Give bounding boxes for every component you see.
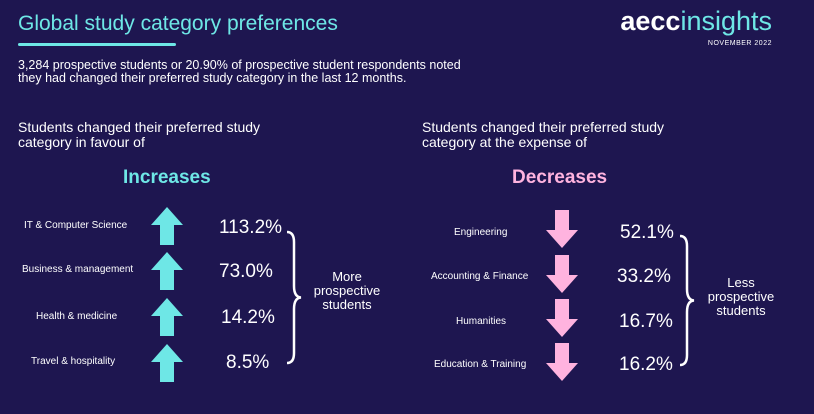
decreases-heading-line-1: Students changed their preferred study bbox=[422, 119, 665, 135]
logo-date: NOVEMBER 2022 bbox=[707, 40, 772, 47]
up-arrow-icon bbox=[151, 298, 183, 336]
decreases-label: Decreases bbox=[512, 167, 608, 188]
up-arrow-icon bbox=[151, 252, 183, 290]
right-brace-icon bbox=[679, 234, 695, 367]
decrease-category-3: Humanities bbox=[456, 316, 507, 327]
logo-brand: aecc bbox=[620, 6, 681, 36]
decreases-note-line-1: Less bbox=[727, 275, 755, 290]
down-arrow-icon bbox=[546, 255, 578, 293]
increases-note-line-3: students bbox=[322, 297, 372, 312]
intro-line-1: 3,284 prospective students or 20.90% of … bbox=[18, 58, 461, 72]
down-arrow-icon bbox=[546, 210, 578, 248]
increase-category-2: Business & management bbox=[22, 264, 134, 275]
increases-heading: Students changed their preferred study c… bbox=[18, 120, 338, 150]
increase-category-3: Health & medicine bbox=[36, 311, 118, 322]
increases-label: Increases bbox=[123, 167, 211, 188]
increases-note-line-1: More bbox=[332, 269, 362, 284]
down-arrow-icon bbox=[546, 299, 578, 337]
increases-note-line-2: prospective bbox=[313, 283, 381, 298]
decreases-heading: Students changed their preferred study c… bbox=[422, 120, 742, 150]
intro-line-2: they had changed their preferred study c… bbox=[18, 71, 407, 85]
decrease-value-3: 16.7% bbox=[619, 311, 673, 332]
decrease-value-4: 16.2% bbox=[619, 354, 673, 375]
decrease-category-2: Accounting & Finance bbox=[431, 271, 529, 282]
increase-value-3: 14.2% bbox=[221, 307, 275, 328]
up-arrow-icon bbox=[151, 344, 183, 382]
increases-heading-line-2: category in favour of bbox=[18, 134, 145, 150]
increase-value-2: 73.0% bbox=[219, 261, 273, 282]
increases-heading-line-1: Students changed their preferred study bbox=[18, 119, 261, 135]
increases-note: More prospective students bbox=[300, 270, 394, 312]
up-arrow-icon bbox=[151, 207, 183, 245]
decreases-heading-line-2: category at the expense of bbox=[422, 134, 587, 150]
increase-category-1: IT & Computer Science bbox=[24, 220, 128, 231]
decreases-note-line-2: prospective bbox=[707, 289, 775, 304]
decreases-note-line-3: students bbox=[716, 303, 766, 318]
decreases-note: Less prospective students bbox=[694, 276, 788, 318]
right-brace-icon bbox=[286, 230, 302, 365]
logo: aeccinsights bbox=[620, 6, 772, 37]
decrease-value-1: 52.1% bbox=[620, 222, 674, 243]
increase-category-4: Travel & hospitality bbox=[31, 356, 116, 367]
intro-text: 3,284 prospective students or 20.90% of … bbox=[18, 59, 558, 85]
decrease-value-2: 33.2% bbox=[617, 266, 671, 287]
logo-product: insights bbox=[680, 6, 772, 36]
down-arrow-icon bbox=[546, 343, 578, 381]
title-underline bbox=[18, 43, 176, 46]
decrease-category-1: Engineering bbox=[454, 227, 508, 238]
page-title: Global study category preferences bbox=[18, 12, 338, 35]
decrease-category-4: Education & Training bbox=[434, 359, 527, 370]
increase-value-1: 113.2% bbox=[219, 217, 283, 238]
increase-value-4: 8.5% bbox=[226, 352, 270, 373]
